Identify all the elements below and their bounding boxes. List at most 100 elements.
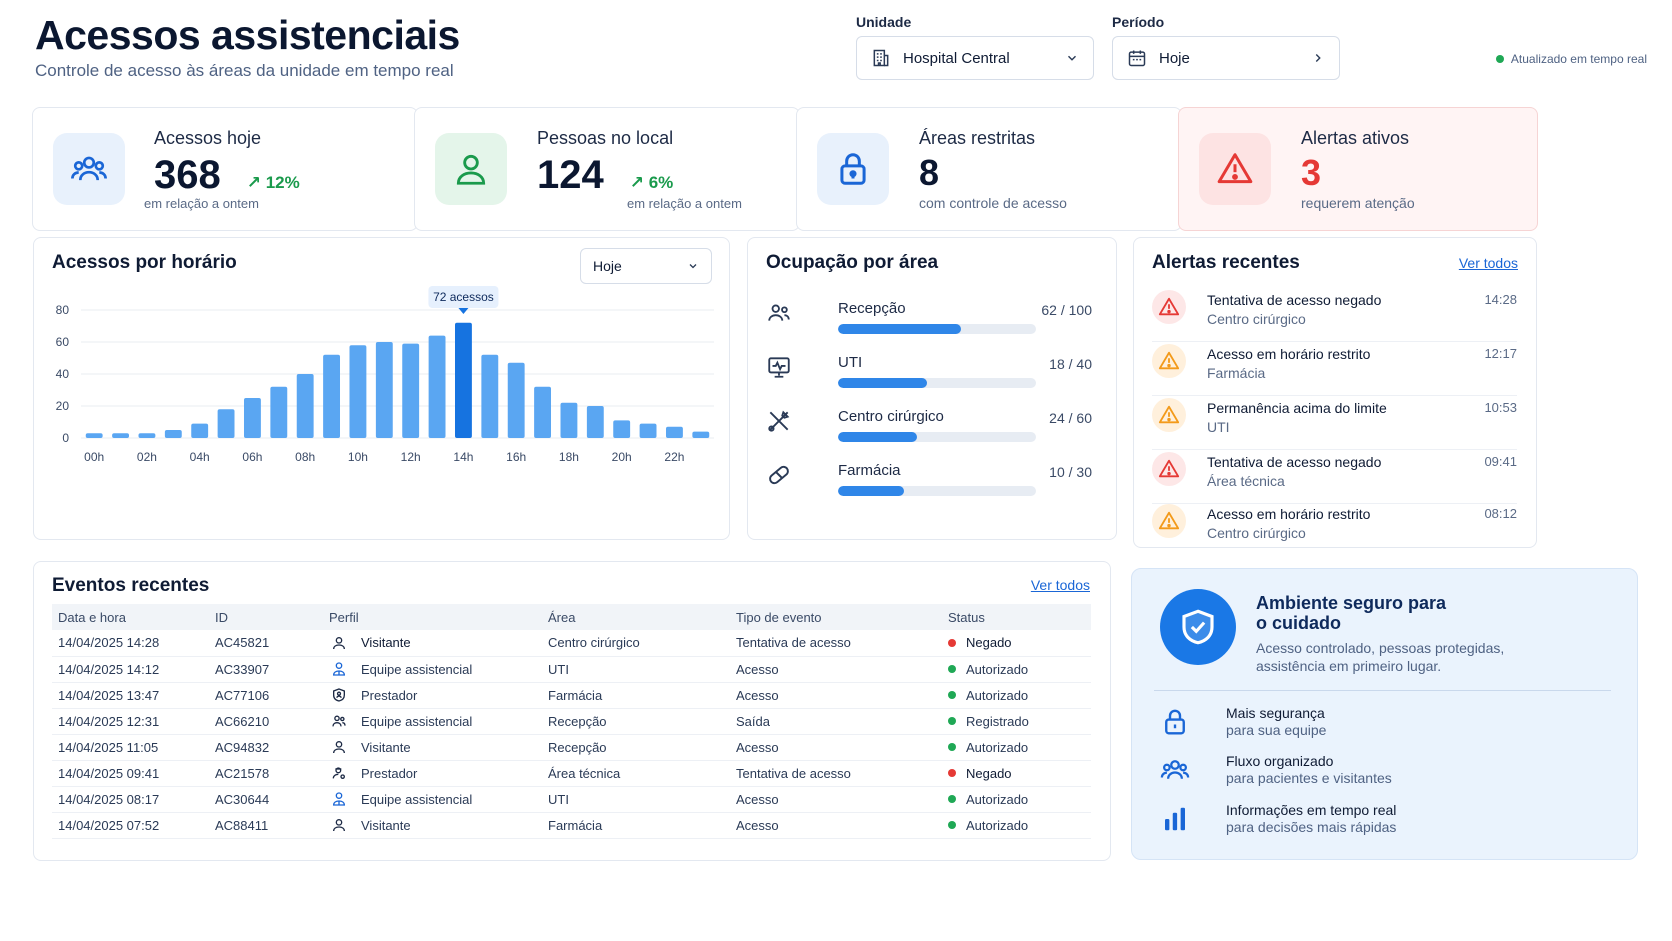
access-chart-card: Acessos por horário Hoje 0 20 40 60 80 00h 02h… (33, 237, 730, 540)
staff-icon (332, 662, 346, 676)
kpi-note: com controle de acesso (919, 194, 1067, 211)
column-header: Tipo de evento (730, 604, 942, 630)
bar (692, 431, 710, 438)
events-view-all-link[interactable]: Ver todos (1030, 577, 1090, 593)
safe-feature-subtitle: para decisões mais rápidas (1226, 819, 1397, 835)
safe-environment-panel: Ambiente seguro para o cuidado Acesso co… (1131, 568, 1638, 860)
event-status: Autorizado (966, 817, 1029, 833)
occupancy-item: Centro cirúrgico 24 / 60 (766, 408, 1092, 452)
alert-warning-icon (1152, 504, 1186, 538)
chevron-down-icon (1068, 55, 1076, 61)
events-card: Eventos recentes Ver todos Data e hora I… (33, 561, 1111, 861)
x-tick-label: 22h (664, 450, 684, 464)
monitor-heart-icon (768, 357, 790, 378)
alert-item[interactable]: Acesso em horário restrito Farmácia 12:1… (1152, 342, 1517, 396)
event-id: AC21578 (209, 760, 323, 787)
x-tick-label: 20h (612, 450, 632, 464)
alert-area: Área técnica (1207, 473, 1285, 489)
event-type: Acesso (730, 656, 942, 683)
worker-icon (332, 767, 345, 779)
alert-item[interactable]: Acesso em horário restrito Centro cirúrg… (1152, 502, 1517, 556)
table-row[interactable]: 14/04/2025 07:52 AC88411 Visitante Farmá… (52, 812, 1091, 839)
alert-item[interactable]: Permanência acima do limite UTI 10:53 (1152, 396, 1517, 450)
unidade-select[interactable]: Hospital Central (856, 36, 1094, 80)
page-title: Acessos assistenciais (35, 12, 460, 58)
x-tick-label: 16h (506, 450, 526, 464)
alerts-view-all-link[interactable]: Ver todos (1458, 255, 1518, 271)
users-icon (1160, 760, 1190, 779)
event-profile: Visitante (361, 635, 411, 651)
alert-area: Centro cirúrgico (1207, 311, 1306, 327)
bar (665, 426, 683, 438)
event-date: 14/04/2025 11:05 (52, 734, 209, 761)
bar (534, 386, 552, 438)
column-header: Perfil (323, 604, 542, 630)
events-header-row: Data e hora ID Perfil Área Tipo de event… (52, 604, 1091, 630)
bar (217, 409, 235, 438)
kpi-value: 368 (154, 152, 221, 197)
event-id: AC45821 (209, 630, 323, 657)
kpi-note: em relação a ontem (144, 195, 259, 211)
occupancy-count: 24 / 60 (1049, 410, 1092, 426)
bar (560, 402, 578, 438)
status-dot (948, 691, 956, 699)
event-id: AC88411 (209, 812, 323, 839)
lock-icon (1165, 709, 1185, 735)
x-tick-label: 12h (401, 450, 421, 464)
status-dot (948, 821, 956, 829)
table-row[interactable]: 14/04/2025 11:05 AC94832 Visitante Recep… (52, 734, 1091, 761)
person-outline-icon (333, 741, 345, 754)
kpi-note: requerem atenção (1301, 194, 1415, 211)
x-tick-label: 00h (84, 450, 104, 464)
occupancy-fill (838, 324, 961, 334)
periodo-select[interactable]: Hoje (1112, 36, 1340, 80)
event-area: Farmácia (542, 812, 730, 839)
alert-item[interactable]: Tentativa de acesso negado Área técnica … (1152, 450, 1517, 504)
table-row[interactable]: 14/04/2025 14:28 AC45821 Visitante Centr… (52, 630, 1091, 657)
event-type: Saída (730, 708, 942, 735)
bar (586, 406, 604, 438)
event-date: 14/04/2025 13:47 (52, 682, 209, 709)
event-area: Farmácia (542, 682, 730, 709)
periodo-filter: Período Hoje (1112, 14, 1340, 80)
x-tick-label: 06h (242, 450, 262, 464)
alert-title: Tentativa de acesso negado (1207, 292, 1382, 308)
alert-time: 12:17 (1484, 346, 1517, 361)
event-id: AC66210 (209, 708, 323, 735)
y-tick-label: 20 (56, 399, 70, 413)
bar (296, 374, 314, 438)
lock-icon (817, 133, 889, 205)
table-row[interactable]: 14/04/2025 08:17 AC30644 Equipe assisten… (52, 786, 1091, 813)
kpi-card-pessoas: Pessoas no local 124 ↗ 6% em relação a o… (414, 107, 800, 231)
safe-feature-subtitle: para sua equipe (1226, 722, 1327, 738)
chart-period-select[interactable]: Hoje (580, 248, 712, 284)
status-dot (948, 717, 956, 725)
safe-title: Ambiente seguro para o cuidado (1256, 593, 1447, 633)
event-id: AC33907 (209, 656, 323, 683)
bar (270, 386, 288, 438)
safe-feature-title: Informações em tempo real (1226, 802, 1397, 818)
kpi-card-acessos: Acessos hoje 368 ↗ 12% em relação a onte… (32, 107, 418, 231)
building-icon (873, 49, 889, 67)
status-dot (948, 769, 956, 777)
alert-area: Farmácia (1207, 365, 1266, 381)
table-row[interactable]: 14/04/2025 09:41 AC21578 Prestador Área … (52, 760, 1091, 787)
live-status: Atualizado em tempo real (1495, 52, 1647, 66)
table-row[interactable]: 14/04/2025 14:12 AC33907 Equipe assisten… (52, 656, 1091, 683)
column-header: ID (209, 604, 323, 630)
shield-badge-icon (333, 688, 345, 702)
table-row[interactable]: 14/04/2025 12:31 AC66210 Equipe assisten… (52, 708, 1091, 735)
alert-warning-icon (1152, 398, 1186, 432)
alert-item[interactable]: Tentativa de acesso negado Centro cirúrg… (1152, 288, 1517, 342)
event-area: UTI (542, 656, 730, 683)
kpi-value: 8 (919, 151, 940, 193)
table-row[interactable]: 14/04/2025 13:47 AC77106 Prestador Farmá… (52, 682, 1091, 709)
occupancy-track (838, 378, 1036, 388)
bar (507, 362, 525, 438)
column-header: Área (542, 604, 730, 630)
x-tick-label: 14h (453, 450, 473, 464)
occupancy-item: Recepção 62 / 100 (766, 300, 1092, 344)
y-tick-label: 60 (56, 335, 70, 349)
chart-period-value: Hoje (593, 258, 622, 274)
y-tick-label: 0 (62, 431, 69, 445)
